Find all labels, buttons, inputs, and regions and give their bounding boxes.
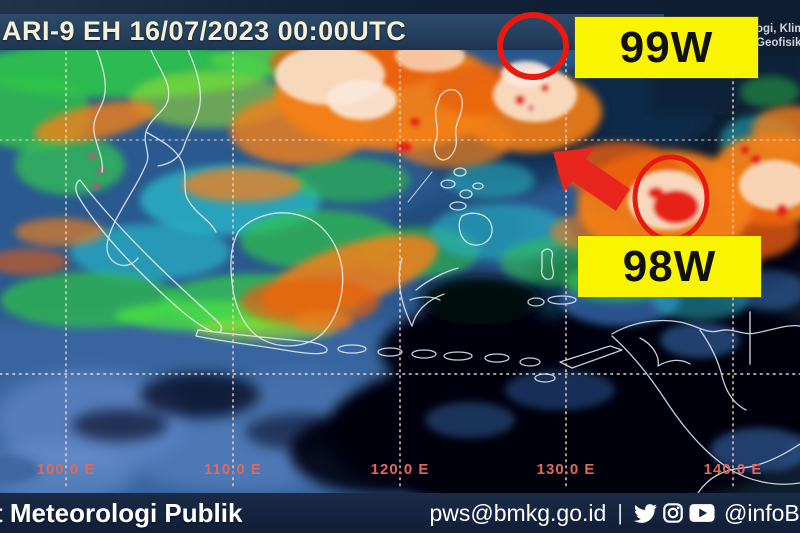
program-title: t Meteorologi Publik <box>0 497 243 528</box>
contact-email: pws@bmkg.go.id <box>429 499 607 526</box>
lon-label-130e: 130.0 E <box>537 461 596 478</box>
instagram-icon <box>663 503 683 523</box>
footer-contact-group: pws@bmkg.go.id | @infoBMKG <box>430 500 800 527</box>
satellite-product-title: ARI-9 EH 16/07/2023 00:00UTC <box>2 16 407 46</box>
invest-99w-label: 99W <box>619 22 714 72</box>
footer-bar: t Meteorologi Publik pws@bmkg.go.id | @i… <box>0 493 800 533</box>
footer-divider: | <box>617 500 623 525</box>
youtube-icon <box>689 504 715 522</box>
lon-label-120e: 120.0 E <box>371 461 430 478</box>
clear-sky-layer <box>72 85 800 493</box>
lon-label-100e: 100.0 E <box>37 461 96 478</box>
top-strip <box>0 0 800 14</box>
lon-label-110e: 110.0 E <box>204 461 262 478</box>
invest-99w-label-box: 99W <box>575 17 758 78</box>
graticule-layer <box>0 51 800 491</box>
watermark-line1: ogi, Klim <box>756 23 800 35</box>
social-handle: @infoBMKG <box>724 499 800 526</box>
bmkg-watermark-text: ogi, Klim Geofisika <box>756 22 800 50</box>
social-icons <box>634 502 715 525</box>
lon-label-140e: 140.0 E <box>704 461 763 478</box>
longitude-labels: 100.0 E 110.0 E 120.0 E 130.0 E 140.0 E <box>37 461 763 478</box>
invest-98w-label: 98W <box>622 241 717 291</box>
coastlines-layer <box>75 48 800 493</box>
twitter-icon <box>634 503 657 523</box>
watermark-line2: Geofisika <box>756 37 800 49</box>
invest-98w-label-box: 98W <box>578 236 761 297</box>
